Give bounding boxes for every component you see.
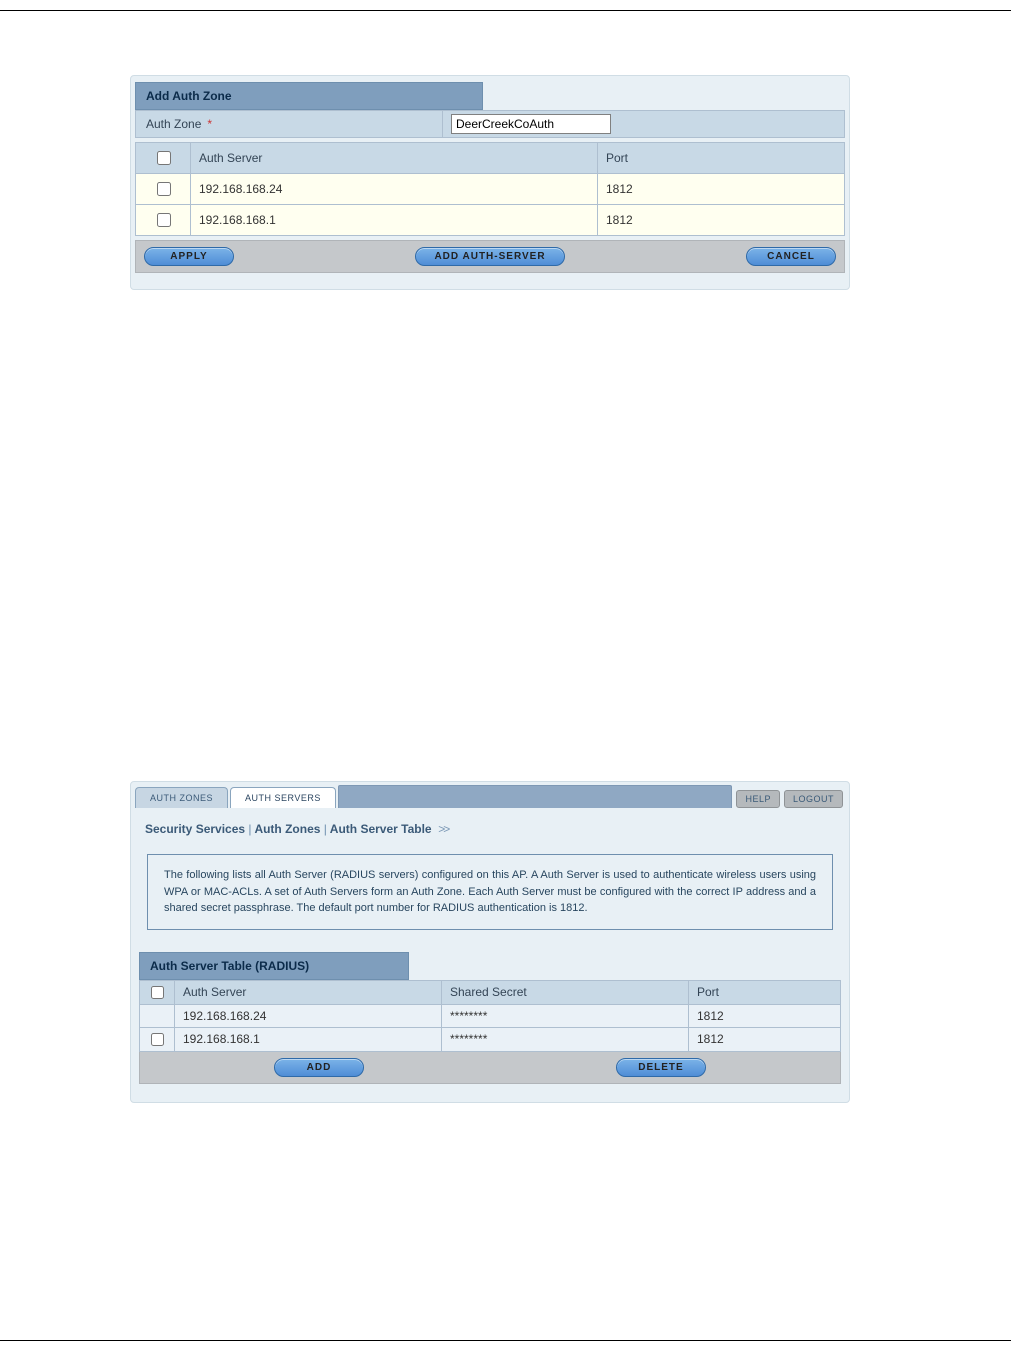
auth-server-column-header: Auth Server xyxy=(191,143,598,174)
breadcrumb-part-1: Security Services xyxy=(145,822,245,836)
radius-server-column-header: Auth Server xyxy=(175,980,442,1004)
auth-zone-name-row: Auth Zone * xyxy=(135,110,845,138)
port-cell: 1812 xyxy=(598,205,845,236)
auth-zone-input-cell xyxy=(443,110,845,138)
auth-server-selection-table: Auth Server Port 192.168.168.24 1812 192… xyxy=(135,142,845,236)
tab-auth-servers[interactable]: AUTH SERVERS xyxy=(230,787,336,808)
section-header-row: Add Auth Zone xyxy=(135,82,845,110)
radius-select-all-header xyxy=(140,980,175,1004)
add-zone-button-row: APPLY ADD AUTH-SERVER CANCEL xyxy=(135,240,845,273)
server-cell: 192.168.168.1 xyxy=(175,1027,442,1051)
help-button[interactable]: HELP xyxy=(736,790,780,808)
secret-cell: ******** xyxy=(442,1004,689,1027)
auth-zone-label: Auth Zone xyxy=(146,117,201,131)
table-row: 192.168.168.1 ******** 1812 xyxy=(140,1027,841,1051)
breadcrumb: Security Services | Auth Zones | Auth Se… xyxy=(145,822,835,836)
port-cell: 1812 xyxy=(598,174,845,205)
radius-select-all-checkbox[interactable] xyxy=(151,986,164,999)
row-checkbox[interactable] xyxy=(157,182,171,196)
info-box: The following lists all Auth Server (RAD… xyxy=(147,854,833,930)
header-filler xyxy=(483,82,845,110)
auth-zone-input[interactable] xyxy=(451,114,611,134)
add-auth-zone-panel: Add Auth Zone Auth Zone * Auth Server Po… xyxy=(130,75,850,290)
apply-button[interactable]: APPLY xyxy=(144,247,234,266)
tab-auth-zones[interactable]: AUTH ZONES xyxy=(135,787,228,808)
breadcrumb-arrows-icon: >> xyxy=(438,822,448,836)
radius-table-title: Auth Server Table (RADIUS) xyxy=(139,952,409,980)
breadcrumb-separator: | xyxy=(324,822,327,836)
radius-server-table: Auth Server Shared Secret Port 192.168.1… xyxy=(139,980,841,1052)
select-all-checkbox[interactable] xyxy=(157,151,171,165)
select-all-header xyxy=(136,143,191,174)
row-checkbox-cell xyxy=(140,1004,175,1027)
radius-button-row: ADD DELETE xyxy=(139,1052,841,1084)
bottom-horizontal-rule xyxy=(0,1340,1011,1341)
add-auth-zone-title: Add Auth Zone xyxy=(135,82,483,110)
radius-port-column-header: Port xyxy=(689,980,841,1004)
page: Add Auth Zone Auth Zone * Auth Server Po… xyxy=(0,0,1011,1370)
server-cell: 192.168.168.1 xyxy=(191,205,598,236)
table-row: 192.168.168.1 1812 xyxy=(136,205,845,236)
breadcrumb-part-3: Auth Server Table xyxy=(330,822,432,836)
auth-zone-label-cell: Auth Zone * xyxy=(135,110,443,138)
breadcrumb-separator: | xyxy=(248,822,251,836)
cancel-button[interactable]: CANCEL xyxy=(746,247,836,266)
port-cell: 1812 xyxy=(689,1004,841,1027)
logout-button[interactable]: LOGOUT xyxy=(784,790,843,808)
delete-button[interactable]: DELETE xyxy=(616,1058,706,1077)
port-column-header: Port xyxy=(598,143,845,174)
shared-secret-column-header: Shared Secret xyxy=(442,980,689,1004)
table-row: 192.168.168.24 ******** 1812 xyxy=(140,1004,841,1027)
table-row: 192.168.168.24 1812 xyxy=(136,174,845,205)
secret-cell: ******** xyxy=(442,1027,689,1051)
tab-bar-filler xyxy=(338,785,733,808)
top-horizontal-rule xyxy=(0,10,1011,11)
add-auth-server-button[interactable]: ADD AUTH-SERVER xyxy=(415,247,565,266)
breadcrumb-part-2: Auth Zones xyxy=(254,822,320,836)
server-cell: 192.168.168.24 xyxy=(175,1004,442,1027)
add-button[interactable]: ADD xyxy=(274,1058,364,1077)
radius-rows: 192.168.168.24 ******** 1812 192.168.168… xyxy=(140,1004,841,1051)
radius-header-row: Auth Server Table (RADIUS) xyxy=(139,952,841,980)
tab-bar: AUTH ZONES AUTH SERVERS HELP LOGOUT xyxy=(131,782,849,808)
tab-bar-actions: HELP LOGOUT xyxy=(736,790,845,808)
row-checkbox[interactable] xyxy=(157,213,171,227)
port-cell: 1812 xyxy=(689,1027,841,1051)
server-cell: 192.168.168.24 xyxy=(191,174,598,205)
row-checkbox[interactable] xyxy=(151,1033,164,1046)
auth-server-rows: 192.168.168.24 1812 192.168.168.1 1812 xyxy=(136,174,845,236)
required-asterisk: * xyxy=(207,117,212,131)
info-text: The following lists all Auth Server (RAD… xyxy=(164,867,816,917)
auth-server-table-panel: AUTH ZONES AUTH SERVERS HELP LOGOUT Secu… xyxy=(130,781,850,1103)
